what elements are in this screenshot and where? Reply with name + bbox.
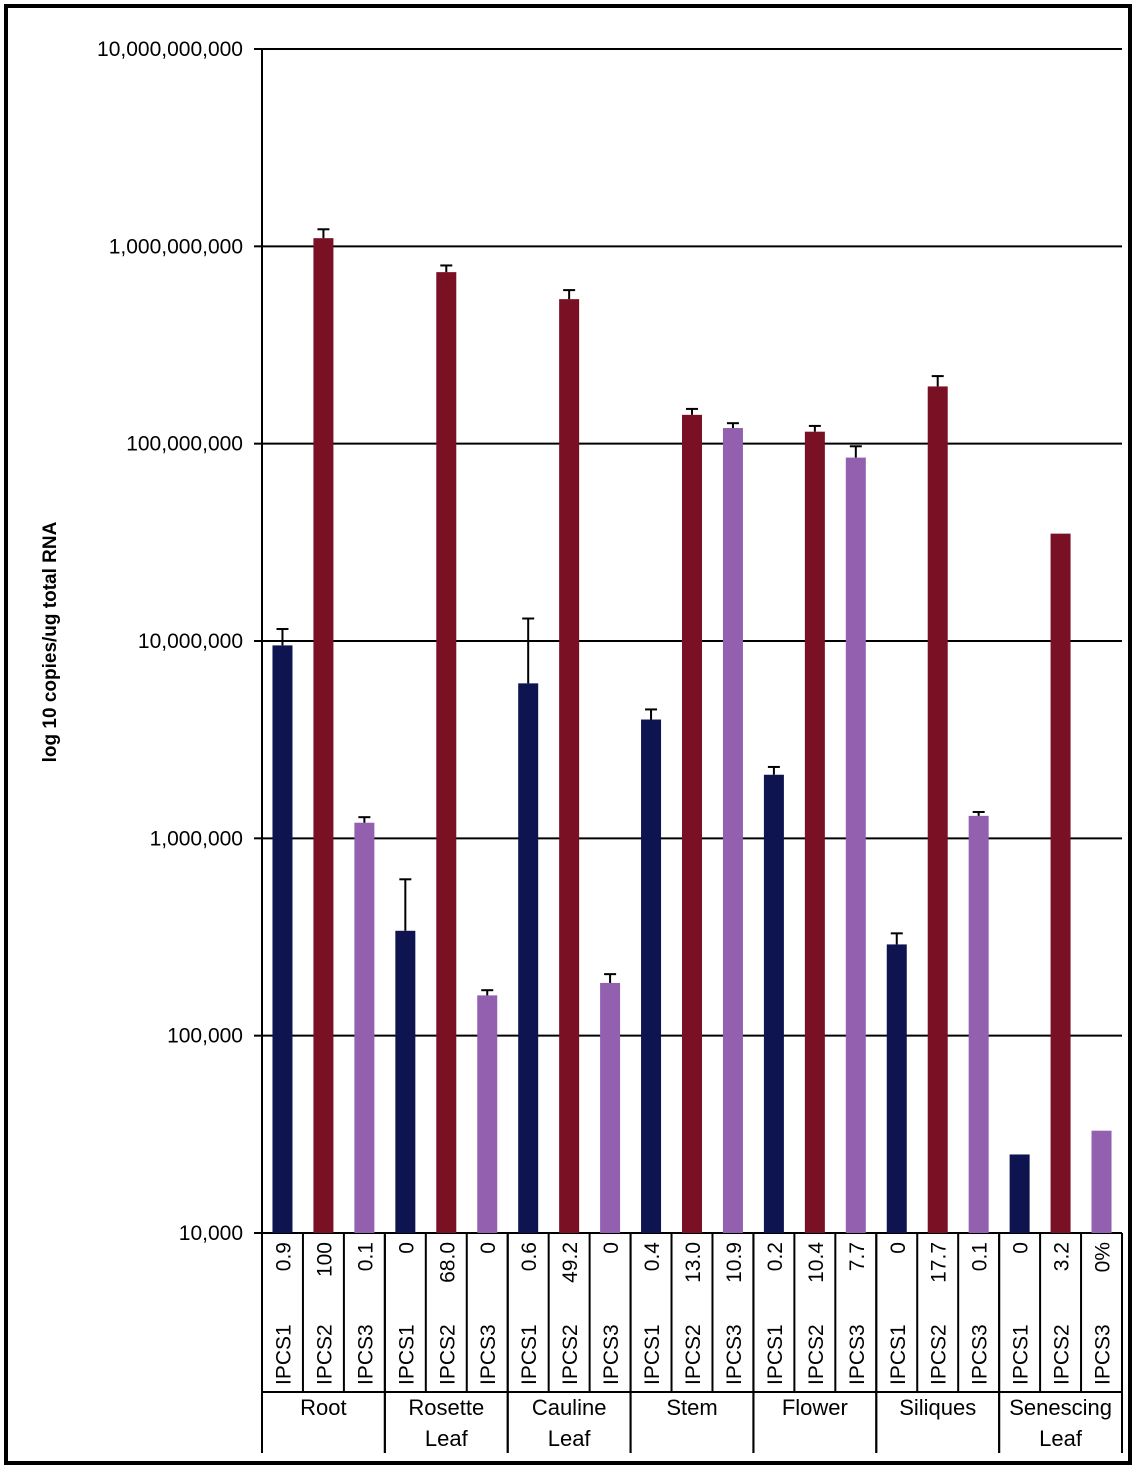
bar <box>763 774 784 1233</box>
bar <box>1050 533 1071 1233</box>
bar-percent-label: 100 <box>313 1242 336 1277</box>
y-tick-label: 100,000,000 <box>126 433 243 456</box>
bar-gene-label: IPCS1 <box>1010 1324 1033 1385</box>
group-label: Siliques <box>899 1395 976 1420</box>
group-label-line2: Leaf <box>425 1426 469 1451</box>
bar-gene-label: IPCS2 <box>928 1324 951 1385</box>
bar <box>968 815 989 1233</box>
bar-gene-label: IPCS1 <box>887 1324 910 1385</box>
bar-gene-label: IPCS3 <box>969 1324 992 1385</box>
bar-gene-label: IPCS3 <box>477 1324 500 1385</box>
bar <box>641 719 662 1233</box>
group-label-line1: Senescing <box>1009 1395 1112 1420</box>
bar <box>682 414 702 1234</box>
bar <box>436 272 457 1233</box>
bar-gene-label: IPCS2 <box>313 1324 336 1385</box>
group-label: Root <box>300 1395 346 1420</box>
bar-percent-label: 7.7 <box>846 1242 869 1271</box>
bar <box>927 386 948 1233</box>
bar <box>804 431 825 1233</box>
bar-percent-label: 0 <box>1010 1242 1033 1254</box>
y-tick-label: 1,000,000 <box>150 827 243 850</box>
bar <box>518 683 539 1233</box>
group-label-line2: Leaf <box>1039 1426 1083 1451</box>
bar <box>600 982 621 1233</box>
bar-percent-label: 0.4 <box>641 1242 664 1272</box>
bar-percent-label: 0.6 <box>518 1242 541 1271</box>
bar-gene-label: IPCS3 <box>354 1324 377 1385</box>
bar-gene-label: IPCS2 <box>805 1324 828 1385</box>
bar-gene-label: IPCS1 <box>641 1324 664 1385</box>
bar-percent-label: 17.7 <box>928 1242 951 1283</box>
bar <box>845 457 866 1233</box>
y-tick-label: 1,000,000,000 <box>109 235 243 258</box>
group-label: Flower <box>782 1395 848 1420</box>
bar-gene-label: IPCS3 <box>1092 1324 1115 1385</box>
bar-percent-label: 49.2 <box>559 1242 582 1283</box>
bar <box>272 645 293 1233</box>
y-axis-title: log 10 copies/ug total RNA <box>40 521 61 762</box>
y-tick-label: 10,000,000 <box>138 630 243 653</box>
group-label-line1: Cauline <box>532 1395 607 1420</box>
bar <box>886 944 907 1233</box>
bar-percent-label: 0% <box>1092 1242 1115 1272</box>
bar <box>1009 1154 1030 1233</box>
y-tick-label: 10,000 <box>179 1222 243 1245</box>
bar-gene-label: IPCS3 <box>846 1324 869 1385</box>
bar-gene-label: IPCS3 <box>723 1324 746 1385</box>
bar-percent-label: 0.1 <box>969 1242 992 1271</box>
bar-gene-label: IPCS2 <box>559 1324 582 1385</box>
bar-percent-label: 0 <box>887 1242 910 1254</box>
bar-gene-label: IPCS2 <box>682 1324 705 1385</box>
bar-gene-label: IPCS3 <box>600 1324 623 1385</box>
bar-gene-label: IPCS1 <box>272 1324 295 1385</box>
bar-percent-label: 0 <box>395 1242 418 1254</box>
y-tick-label: 10,000,000,000 <box>97 38 243 61</box>
bar <box>354 822 375 1233</box>
bar-percent-label: 10.9 <box>723 1242 746 1283</box>
bar <box>477 995 498 1233</box>
bar-percent-label: 0 <box>600 1242 623 1254</box>
bar <box>559 299 580 1233</box>
bar-percent-label: 13.0 <box>682 1242 705 1283</box>
bar-gene-label: IPCS2 <box>436 1324 459 1385</box>
bar-gene-label: IPCS1 <box>764 1324 787 1385</box>
bar-percent-label: 10.4 <box>805 1242 828 1283</box>
group-label-line1: Rosette <box>408 1395 484 1420</box>
bar <box>722 428 743 1233</box>
bar-percent-label: 0.2 <box>764 1242 787 1271</box>
bar <box>1091 1130 1112 1233</box>
group-label: Stem <box>666 1395 717 1420</box>
bar <box>313 238 334 1234</box>
bar-percent-label: 0.9 <box>272 1242 295 1271</box>
bar-gene-label: IPCS2 <box>1051 1324 1074 1385</box>
bar-gene-label: IPCS1 <box>395 1324 418 1385</box>
bar <box>395 930 416 1233</box>
group-label-line2: Leaf <box>548 1426 592 1451</box>
bar-percent-label: 68.0 <box>436 1242 459 1283</box>
bar-percent-label: 3.2 <box>1051 1242 1074 1271</box>
bar-gene-label: IPCS1 <box>518 1324 541 1385</box>
bar-percent-label: 0.1 <box>354 1242 377 1271</box>
bar-percent-label: 0 <box>477 1242 500 1254</box>
y-tick-label: 100,000 <box>167 1025 243 1048</box>
